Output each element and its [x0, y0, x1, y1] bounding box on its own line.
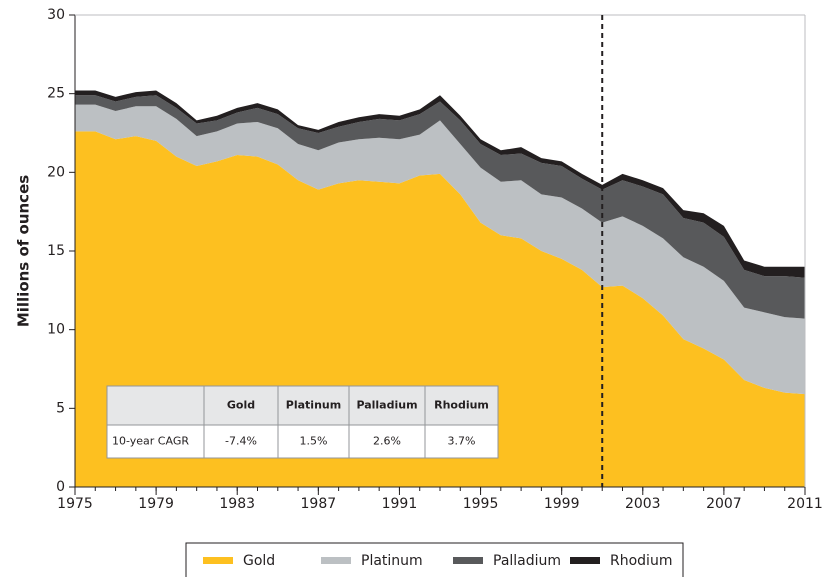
x-tick-label: 1975 [57, 496, 93, 512]
y-tick-label: 20 [47, 164, 65, 180]
area [75, 95, 805, 319]
x-tick-label: 1983 [219, 496, 255, 512]
y-axis-label: Millions of ounces [15, 175, 33, 327]
y-tick-label: 0 [56, 479, 65, 495]
legend-label: Rhodium [610, 553, 672, 569]
table-cell: 1.5% [300, 435, 328, 448]
y-tick-label: 5 [56, 400, 65, 416]
table-header: Palladium [356, 399, 417, 412]
legend-label: Gold [243, 553, 275, 569]
legend-label: Platinum [361, 553, 423, 569]
legend-swatch [570, 557, 600, 564]
table-header-bg [106, 385, 499, 426]
table-header: Platinum [286, 399, 341, 412]
x-tick-label: 1999 [544, 496, 580, 512]
legend-swatch [321, 557, 351, 564]
x-tick-label: 1979 [138, 496, 174, 512]
x-tick-label: 1987 [301, 496, 337, 512]
legend-label: Palladium [493, 553, 561, 569]
x-tick-label: 2003 [625, 496, 661, 512]
table-row-label: 10-year CAGR [112, 435, 189, 448]
table-header: Gold [227, 399, 255, 412]
table-header: Rhodium [434, 399, 489, 412]
legend-box [185, 542, 684, 581]
x-tick-label: 2007 [706, 496, 742, 512]
x-tick-label: 2011 [787, 496, 822, 512]
x-tick-label: 1995 [463, 496, 499, 512]
cagr-table: Gold -7.4% Platinum 1.5% Palladium 2.6% Rhodiu… [106, 385, 499, 459]
table-cell: 3.7% [448, 435, 476, 448]
table-row-bg [106, 424, 499, 459]
y-tick-label: 25 [47, 86, 65, 102]
y-tick-label: 30 [47, 7, 65, 23]
y-tick-label: 15 [47, 243, 65, 259]
x-tick-label: 1991 [382, 496, 418, 512]
area [75, 104, 805, 395]
legend-swatch [453, 557, 483, 564]
legend-swatch [203, 557, 233, 564]
y-tick-label: 10 [47, 322, 65, 338]
table-cell: -7.4% [225, 435, 257, 448]
table-cell: 2.6% [373, 435, 401, 448]
